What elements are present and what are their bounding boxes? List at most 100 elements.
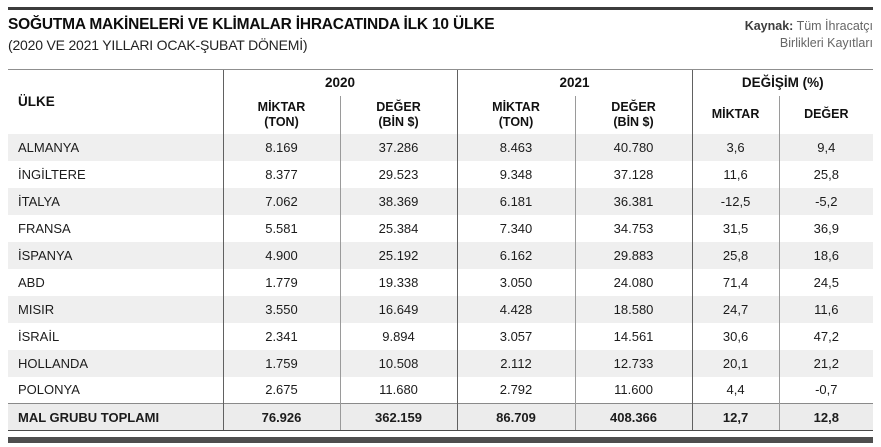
value-2020-cell: 11.680: [339, 376, 458, 404]
table-row-almanya: ALMANYA 8.169 37.286 8.463 40.780 3,6 9,…: [8, 133, 874, 161]
total-change-qty-cell: 12,7: [691, 403, 780, 431]
total-value-2021-cell: 408.366: [574, 403, 693, 431]
value-2021-cell: 40.780: [574, 133, 693, 161]
total-label-cell: MAL GRUBU TOPLAMI: [8, 403, 223, 431]
table-row-israil: İSRAİL 2.341 9.894 3.057 14.561 30,6 47,…: [8, 322, 874, 350]
table-row-abd: ABD 1.779 19.338 3.050 24.080 71,4 24,5: [8, 268, 874, 296]
col-header-change-qty: MİKTAR: [691, 95, 780, 134]
value-2021-cell: 11.600: [574, 376, 693, 404]
qty-2020-cell: 7.062: [222, 187, 340, 215]
qty-2021-cell: 7.340: [456, 214, 576, 242]
country-cell: MISIR: [18, 301, 55, 317]
value-2021-cell: 36.381: [574, 187, 693, 215]
value-2020-cell: 16.649: [339, 295, 458, 323]
value-2020-cell: 10.508: [339, 349, 458, 377]
col-header-change-value: DEĞER: [778, 95, 874, 134]
page-title: SOĞUTMA MAKİNELERİ VE KLİMALAR İHRACATIN…: [8, 16, 495, 33]
country-cell: FRANSA: [18, 220, 71, 236]
change-value-cell: 18,6: [778, 241, 874, 269]
bottom-divider: [8, 437, 873, 443]
table-row-misir: MISIR 3.550 16.649 4.428 18.580 24,7 11,…: [8, 295, 874, 323]
col-group-change: DEĞİŞİM (%): [691, 69, 874, 96]
col-group-2020: 2020: [222, 69, 458, 96]
source-line-1: Kaynak: Tüm İhracatçı: [745, 18, 873, 35]
qty-2020-cell: 8.377: [222, 160, 340, 188]
col-header-2020-value: DEĞER (BİN $): [339, 95, 458, 134]
qty-2021-cell: 3.050: [456, 268, 576, 296]
change-value-cell: 11,6: [778, 295, 874, 323]
qty-2020-cell: 1.779: [222, 268, 340, 296]
val-label: DEĞER: [376, 99, 421, 114]
col-header-2021-value: DEĞER (BİN $): [574, 95, 693, 134]
infographic-page: SOĞUTMA MAKİNELERİ VE KLİMALAR İHRACATIN…: [0, 7, 881, 447]
total-qty-2021-cell: 86.709: [456, 403, 576, 431]
country-cell: İNGİLTERE: [18, 166, 86, 182]
table-row-ispanya: İSPANYA 4.900 25.192 6.162 29.883 25,8 1…: [8, 241, 874, 269]
table-row-italya: İTALYA 7.062 38.369 6.181 36.381 -12,5 -…: [8, 187, 874, 215]
change-qty-cell: 20,1: [691, 349, 780, 377]
change-qty-cell: 4,4: [691, 376, 780, 404]
value-2021-cell: 34.753: [574, 214, 693, 242]
value-2021-cell: 29.883: [574, 241, 693, 269]
value-2020-cell: 37.286: [339, 133, 458, 161]
change-qty-cell: 25,8: [691, 241, 780, 269]
title-block: SOĞUTMA MAKİNELERİ VE KLİMALAR İHRACATIN…: [8, 16, 495, 53]
value-2020-cell: 19.338: [339, 268, 458, 296]
qty-2021-cell: 4.428: [456, 295, 576, 323]
source-text-2: Birlikleri Kayıtları: [779, 35, 873, 50]
change-qty-cell: 3,6: [691, 133, 780, 161]
qty-2021-cell: 3.057: [456, 322, 576, 350]
country-cell: POLONYA: [18, 382, 80, 398]
change-qty-cell: 24,7: [691, 295, 780, 323]
export-table: ÜLKE 2020 2021 DEĞİŞİM (%) MİKTAR (TON) D…: [8, 69, 874, 431]
table-header: ÜLKE 2020 2021 DEĞİŞİM (%) MİKTAR (TON) D…: [8, 69, 874, 134]
value-2020-cell: 9.894: [339, 322, 458, 350]
change-qty-cell: 30,6: [691, 322, 780, 350]
value-2021-cell: 18.580: [574, 295, 693, 323]
qty-2021-cell: 6.162: [456, 241, 576, 269]
col-header-country: ÜLKE: [8, 69, 223, 134]
change-qty-cell: 11,6: [691, 160, 780, 188]
change-value-cell: -5,2: [778, 187, 874, 215]
change-value-cell: 9,4: [778, 133, 874, 161]
value-2020-cell: 29.523: [339, 160, 458, 188]
total-change-value-cell: 12,8: [778, 403, 874, 431]
change-qty-cell: -12,5: [691, 187, 780, 215]
col-header-2021-qty: MİKTAR (TON): [456, 95, 576, 134]
change-value-cell: 25,8: [778, 160, 874, 188]
page-subtitle: (2020 VE 2021 YILLARI OCAK-ŞUBAT DÖNEMİ): [8, 36, 308, 53]
table-row-hollanda: HOLLANDA 1.759 10.508 2.112 12.733 20,1 …: [8, 349, 874, 377]
country-cell: İSRAİL: [18, 328, 60, 344]
table-row-ingiltere: İNGİLTERE 8.377 29.523 9.348 37.128 11,6…: [8, 160, 874, 188]
qty-2021-cell: 6.181: [456, 187, 576, 215]
total-value-2020-cell: 362.159: [339, 403, 458, 431]
change-value-cell: 24,5: [778, 268, 874, 296]
country-cell: ABD: [18, 274, 45, 290]
qty-label: MİKTAR: [492, 99, 540, 114]
top-divider: [8, 7, 873, 10]
value-2021-cell: 37.128: [574, 160, 693, 188]
change-value-cell: -0,7: [778, 376, 874, 404]
country-cell: İSPANYA: [18, 247, 73, 263]
source-text-1: Tüm İhracatçı: [796, 19, 873, 33]
country-cell: HOLLANDA: [18, 355, 89, 371]
qty-unit: (TON): [264, 114, 299, 129]
qty-2020-cell: 8.169: [222, 133, 340, 161]
qty-unit: (TON): [498, 114, 534, 129]
qty-2020-cell: 5.581: [222, 214, 340, 242]
qty-2021-cell: 2.112: [456, 349, 576, 377]
val-unit: (BİN $): [378, 114, 419, 129]
qty-2020-cell: 2.341: [222, 322, 340, 350]
col-header-2020-qty: MİKTAR (TON): [222, 95, 340, 134]
sub-header-row: MİKTAR (TON) DEĞER (BİN $) MİKTAR (TON) DEĞ…: [8, 95, 874, 134]
qty-2021-cell: 9.348: [456, 160, 576, 188]
change-value-cell: 47,2: [778, 322, 874, 350]
qty-label: MİKTAR: [257, 99, 306, 114]
value-2020-cell: 38.369: [339, 187, 458, 215]
qty-2021-cell: 8.463: [456, 133, 576, 161]
qty-2020-cell: 2.675: [222, 376, 340, 404]
qty-2020-cell: 4.900: [222, 241, 340, 269]
table-row-polonya: POLONYA 2.675 11.680 2.792 11.600 4,4 -0…: [8, 376, 874, 404]
source-label: Kaynak:: [744, 19, 794, 33]
value-2021-cell: 24.080: [574, 268, 693, 296]
